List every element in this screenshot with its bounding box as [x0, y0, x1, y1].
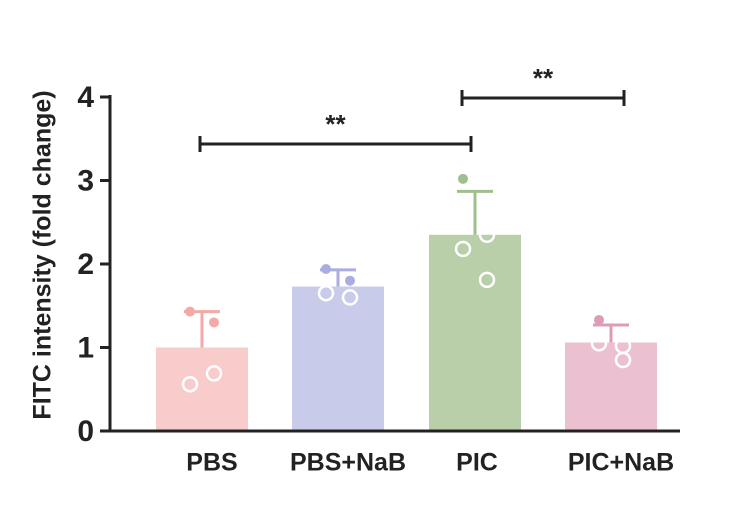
significance-label: ** [325, 109, 346, 139]
data-point [317, 284, 335, 302]
x-tick-label: PBS+NaB [290, 449, 406, 477]
y-tick-label: 3 [77, 164, 94, 197]
y-tick-label: 2 [77, 248, 94, 281]
data-point [594, 314, 604, 325]
bar [156, 347, 248, 431]
bar [565, 342, 657, 431]
data-point [181, 375, 199, 393]
bar [292, 286, 384, 431]
x-tick-label: PBS [186, 449, 237, 477]
data-point [614, 351, 632, 369]
data-point [454, 240, 472, 258]
data-point [458, 173, 468, 184]
y-axis-label: FITC intensity (fold change) [29, 90, 57, 419]
y-tick-label: 4 [77, 81, 94, 114]
x-tick-label: PIC [456, 449, 498, 477]
y-tick-label: 1 [77, 331, 94, 364]
data-point [209, 317, 219, 328]
data-point [341, 289, 359, 306]
y-tick-label: 0 [77, 415, 94, 448]
significance-bracket [460, 90, 626, 106]
data-point [185, 306, 195, 317]
data-point [478, 226, 496, 244]
data-point [345, 275, 355, 286]
x-tick-label: PIC+NaB [568, 449, 674, 477]
data-point [321, 264, 331, 275]
significance-bracket [198, 136, 473, 152]
data-point [205, 365, 223, 382]
bar [429, 234, 521, 431]
significance-label: ** [533, 63, 554, 93]
data-point [590, 335, 608, 352]
data-point [478, 271, 496, 289]
